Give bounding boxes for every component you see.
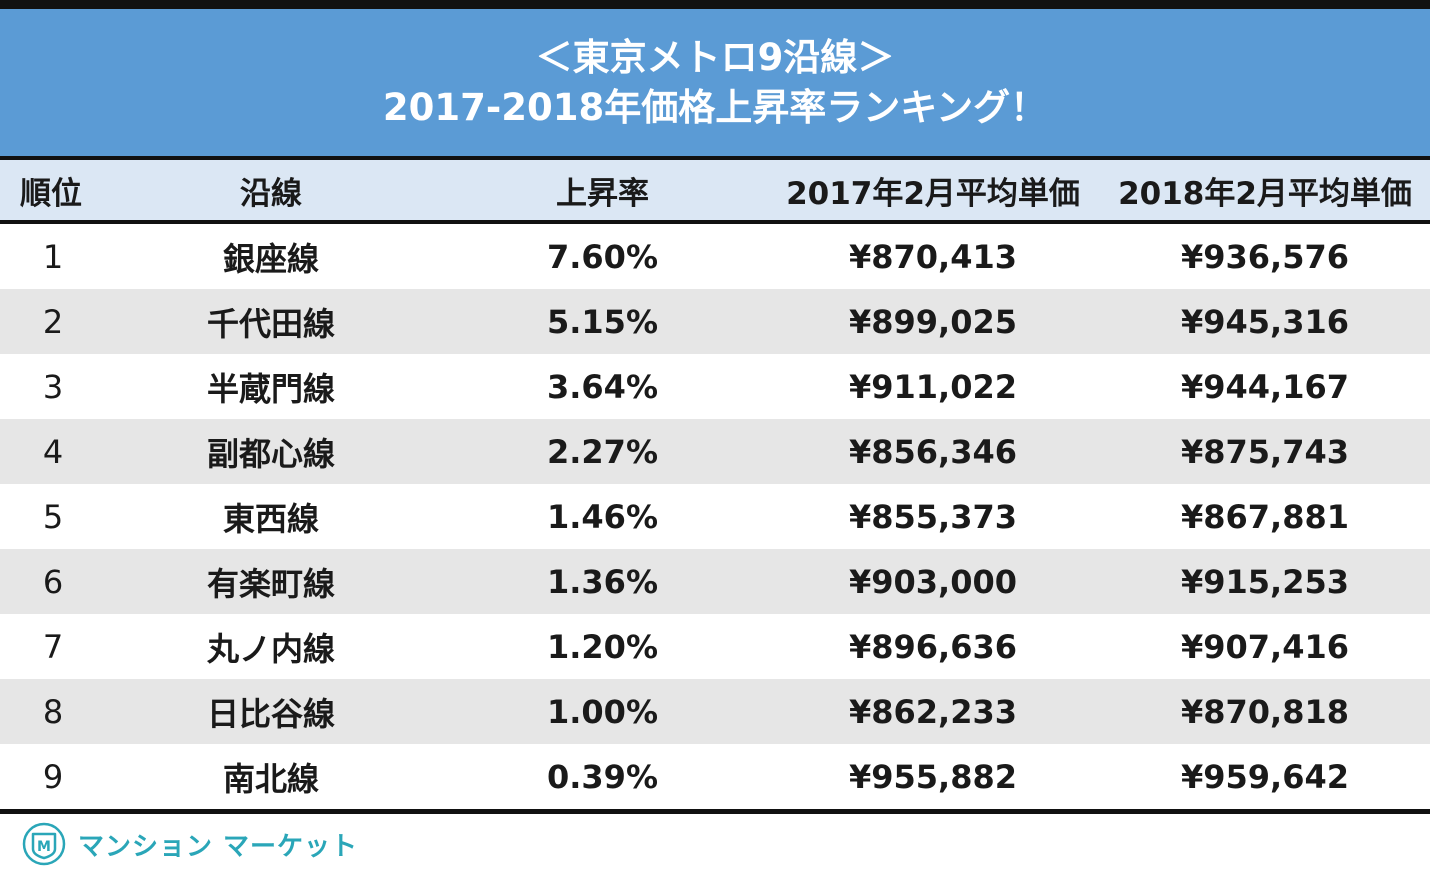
rank-cell: 2 [42,302,64,341]
rate-cell: 1.46% [546,497,658,536]
price-2018-cell: ¥945,316 [1180,302,1349,341]
price-2018-cell: ¥936,576 [1180,237,1349,276]
rank-cell: 9 [42,757,64,796]
price-2018-cell: ¥867,881 [1180,497,1349,536]
rank-cell: 8 [42,692,64,731]
chart-title-line2: 2017-2018年価格上昇率ランキング！ [382,85,1048,129]
rate-cell: 2.27% [546,432,658,471]
line-cell: 副都心線 [206,434,335,473]
divider-top [0,156,1430,160]
price-2018-cell: ¥870,818 [1180,692,1349,731]
price-2017-cell: ¥862,233 [848,692,1017,731]
line-cell: 銀座線 [222,239,319,278]
price-2017-cell: ¥899,025 [848,302,1017,341]
column-header-line: 沿線 [240,175,302,212]
table-row: 1 銀座線 7.60% ¥870,413 ¥936,576 [0,224,1430,289]
price-2017-cell: ¥903,000 [848,562,1017,601]
table-header-row: 順位 沿線 上昇率 2017年2月平均単価 2018年2月平均単価 [0,160,1430,220]
rate-cell: 3.64% [546,367,658,406]
divider-header [0,220,1430,224]
rank-cell: 1 [42,237,64,276]
brand-logo: M マンション マーケット [22,820,358,868]
price-2017-cell: ¥911,022 [848,367,1017,406]
line-cell: 千代田線 [206,304,335,343]
column-header-price-2018: 2018年2月平均単価 [1118,175,1412,212]
price-2018-cell: ¥915,253 [1180,562,1349,601]
line-cell: 南北線 [222,759,319,798]
title-banner: ＜東京メトロ9沿線＞ 2017-2018年価格上昇率ランキング！ [0,0,1430,156]
price-2018-cell: ¥875,743 [1180,432,1349,471]
line-cell: 半蔵門線 [206,369,335,408]
rank-cell: 6 [42,562,64,601]
table-row: 9 南北線 0.39% ¥955,882 ¥959,642 [0,744,1430,809]
table-row: 3 半蔵門線 3.64% ¥911,022 ¥944,167 [0,354,1430,419]
rate-cell: 5.15% [546,302,658,341]
table-row: 7 丸ノ内線 1.20% ¥896,636 ¥907,416 [0,614,1430,679]
line-cell: 有楽町線 [206,564,335,603]
price-2017-cell: ¥896,636 [848,627,1017,666]
svg-text:M: M [37,839,51,855]
table-row: 6 有楽町線 1.36% ¥903,000 ¥915,253 [0,549,1430,614]
rank-cell: 3 [42,367,64,406]
price-2017-cell: ¥955,882 [848,757,1017,796]
table-row: 5 東西線 1.46% ¥855,373 ¥867,881 [0,484,1430,549]
table-row: 4 副都心線 2.27% ¥856,346 ¥875,743 [0,419,1430,484]
table-row: 8 日比谷線 1.00% ¥862,233 ¥870,818 [0,679,1430,744]
price-2017-cell: ¥855,373 [848,497,1017,536]
table-row: 2 千代田線 5.15% ¥899,025 ¥945,316 [0,289,1430,354]
brand-name: マンション マーケット [78,831,359,862]
price-2017-cell: ¥856,346 [848,432,1017,471]
divider-bottom [0,809,1430,814]
line-cell: 丸ノ内線 [206,629,335,668]
price-2018-cell: ¥944,167 [1180,367,1349,406]
rate-cell: 1.20% [546,627,658,666]
rate-cell: 1.00% [546,692,658,731]
price-2018-cell: ¥907,416 [1180,627,1349,666]
table-body: 1 銀座線 7.60% ¥870,413 ¥936,576 2 千代田線 5.1… [0,224,1430,809]
rate-cell: 7.60% [546,237,658,276]
mansion-market-logo-icon: M [22,822,66,866]
line-cell: 日比谷線 [206,694,335,733]
column-header-rank: 順位 [20,175,82,212]
rank-cell: 4 [42,432,64,471]
price-2017-cell: ¥870,413 [848,237,1017,276]
rank-cell: 7 [42,627,64,666]
column-header-rate: 上昇率 [556,175,649,212]
line-cell: 東西線 [222,499,319,538]
chart-title-line1: ＜東京メトロ9沿線＞ [535,35,895,79]
rate-cell: 0.39% [546,757,658,796]
column-header-price-2017: 2017年2月平均単価 [786,175,1080,212]
rate-cell: 1.36% [546,562,658,601]
price-2018-cell: ¥959,642 [1180,757,1349,796]
rank-cell: 5 [42,497,64,536]
